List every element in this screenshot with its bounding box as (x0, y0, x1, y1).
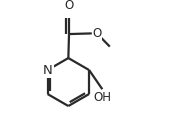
Text: OH: OH (93, 91, 111, 104)
Text: N: N (43, 63, 52, 77)
Text: O: O (64, 0, 74, 12)
Text: O: O (92, 27, 102, 40)
